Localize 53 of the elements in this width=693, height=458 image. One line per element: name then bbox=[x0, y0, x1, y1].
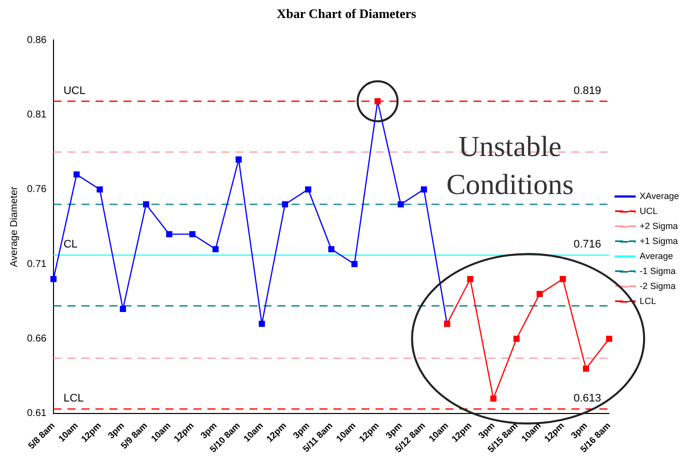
legend-label: UCL bbox=[640, 206, 658, 216]
annotation: 0.613 bbox=[574, 392, 602, 405]
x-tick-label: 3pm bbox=[291, 420, 312, 441]
point bbox=[74, 171, 80, 178]
point bbox=[258, 320, 265, 327]
legend-label: -1 Sigma bbox=[640, 266, 676, 276]
point bbox=[490, 395, 496, 402]
point bbox=[328, 246, 334, 252]
y-tick-label: 0.81 bbox=[26, 109, 47, 120]
y-axis-title: Average Diameter bbox=[8, 186, 20, 267]
y-tick-label: 0.71 bbox=[26, 258, 47, 270]
x-tick-label: 3pm bbox=[384, 420, 404, 441]
point bbox=[189, 231, 196, 238]
y-tick-label: 0.66 bbox=[26, 334, 47, 345]
annotation: Unstable Conditions bbox=[445, 130, 575, 203]
x-tick-label: 3pm bbox=[476, 420, 497, 441]
legend-label: +2 Sigma bbox=[640, 220, 678, 231]
legend-label: Average bbox=[640, 250, 673, 261]
annotation: UCL bbox=[63, 84, 86, 97]
point bbox=[166, 231, 172, 238]
legend-label: XAverage bbox=[640, 190, 680, 201]
y-tick-label: 0.61 bbox=[26, 408, 47, 420]
point bbox=[420, 186, 427, 192]
point bbox=[212, 246, 219, 252]
annotation: LCL bbox=[63, 392, 84, 405]
legend-label: LCL bbox=[640, 296, 656, 306]
point bbox=[606, 336, 612, 342]
point bbox=[582, 366, 590, 372]
point bbox=[513, 336, 520, 342]
x-tick-label: 3pm bbox=[198, 420, 219, 441]
annotation: CL bbox=[63, 238, 78, 251]
point bbox=[351, 261, 358, 268]
y-tick-label: 0.76 bbox=[26, 184, 47, 196]
x-tick-label: 5/8 8am bbox=[26, 420, 57, 451]
x-tick-label: 3pm bbox=[568, 420, 590, 441]
legend-label: +1 Sigma bbox=[640, 236, 678, 246]
point bbox=[398, 201, 404, 208]
point bbox=[467, 276, 474, 282]
point bbox=[236, 156, 242, 163]
point bbox=[120, 306, 126, 312]
point bbox=[282, 201, 288, 208]
point bbox=[50, 276, 57, 282]
annotation: 0.819 bbox=[574, 84, 602, 97]
legend-label: -2 Sigma bbox=[640, 280, 676, 291]
point bbox=[96, 186, 103, 192]
y-tick-label: 0.86 bbox=[26, 34, 47, 46]
point bbox=[560, 276, 566, 282]
point bbox=[143, 201, 150, 208]
point bbox=[305, 186, 312, 192]
point bbox=[536, 290, 543, 298]
annotation: 0.716 bbox=[574, 238, 602, 251]
chart-title: Xbar Chart of Diameters bbox=[276, 6, 418, 22]
x-tick-label: 3pm bbox=[106, 420, 126, 441]
